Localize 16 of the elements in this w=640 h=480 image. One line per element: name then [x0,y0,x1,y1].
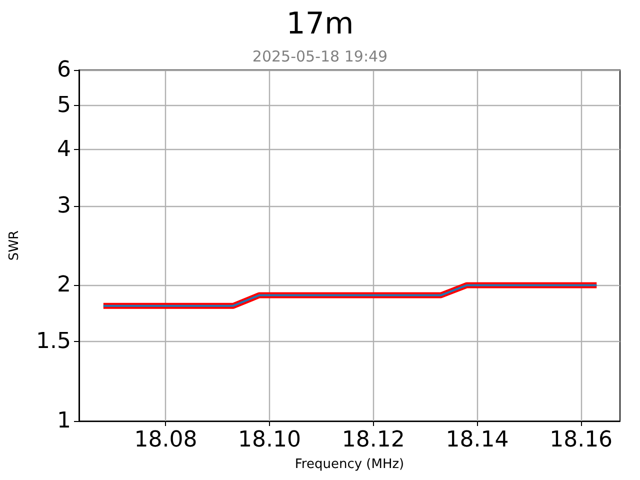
y-axis-title: SWR [7,230,22,261]
x-axis-title: Frequency (MHz) [294,457,404,472]
chart-title: 17m [286,6,354,42]
x-tick-label: 18.10 [238,428,302,452]
y-tick-label: 2 [57,272,71,298]
y-tick-label: 1 [57,408,71,434]
y-tick-label: 1.5 [36,329,71,354]
x-tick-label: 18.08 [134,428,198,452]
y-tick-label: 4 [57,136,71,162]
x-tick-label: 18.16 [550,428,613,452]
x-tick-label: 18.12 [342,428,405,452]
y-tick-label: 3 [57,193,71,218]
y-tick-label: 5 [57,93,71,118]
x-tick-label: 18.14 [446,428,509,452]
y-tick-label: 6 [57,58,71,82]
chart-subtitle: 2025-05-18 19:49 [252,48,388,66]
